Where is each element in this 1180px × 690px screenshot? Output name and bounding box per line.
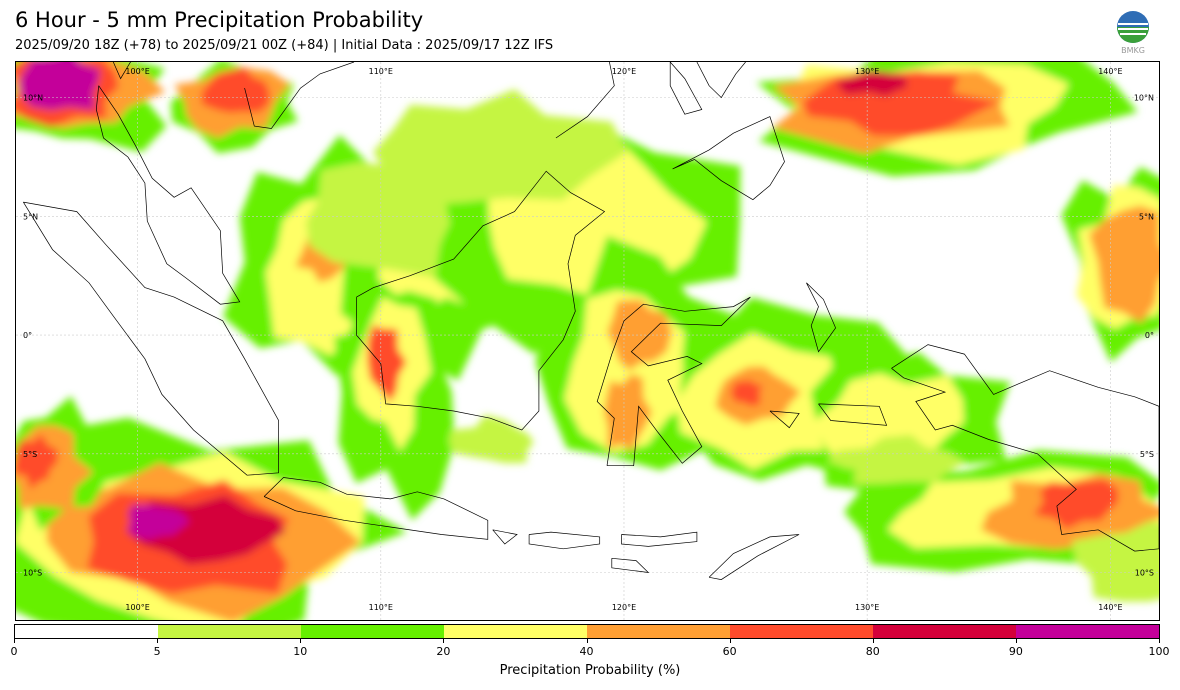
precip-area: [367, 324, 407, 403]
colorbar-tick-mark: [443, 639, 445, 643]
colorbar-segment: [873, 625, 1016, 638]
colorbar-segment: [587, 625, 730, 638]
colorbar-tick-mark: [14, 639, 15, 643]
colorbar-tick-label: 0: [10, 645, 18, 658]
coastline: [596, 296, 751, 467]
bmkg-globe-icon: BMKG: [1117, 11, 1149, 55]
coastline: [555, 62, 615, 139]
map-tick-labels: 100°E 100°E 110°E 110°E 120°E 120°E 130°E 130°E…: [23, 67, 1154, 612]
lat-tick-label: 0°: [1145, 331, 1154, 340]
lat-tick-label: 5°S: [23, 450, 37, 459]
coastline: [818, 403, 888, 426]
colorbar-segment: [444, 625, 587, 638]
coastline: [669, 62, 703, 115]
colorbar-title: Precipitation Probability (%): [499, 663, 681, 678]
colorbar-tick-label: 90: [1008, 645, 1023, 658]
precip-area: [373, 89, 627, 208]
precipitation-map: 100°E 100°E 110°E 110°E 120°E 120°E 130°E 130°E…: [15, 61, 1160, 621]
lat-tick-label: 5°N: [23, 212, 38, 221]
precip-area: [1034, 479, 1118, 530]
lon-tick-label: 100°E: [125, 603, 149, 612]
precip-area: [448, 414, 534, 464]
coastline: [95, 85, 241, 305]
chart-title: 6 Hour - 5 mm Precipitation Probability: [15, 8, 424, 32]
coastline: [112, 62, 131, 80]
coastline: [708, 534, 800, 580]
lat-tick-label: 10°N: [23, 94, 43, 103]
chart-subtitle: 2025/09/20 18Z (+78) to 2025/09/21 00Z (…: [15, 38, 554, 53]
coastlines: [23, 62, 1159, 580]
coastline: [672, 116, 785, 201]
colorbar-tick-mark: [1015, 639, 1017, 643]
precip-area: [1089, 205, 1159, 324]
coastline: [528, 531, 601, 550]
coastline: [769, 410, 800, 429]
coastline: [356, 170, 606, 431]
precip-area: [730, 379, 764, 406]
lon-tick-label: 130°E: [855, 67, 879, 76]
colorbar-segment: [1016, 625, 1159, 638]
precip-area: [201, 67, 270, 113]
coastline: [891, 344, 1159, 552]
lon-tick-label: 120°E: [612, 603, 636, 612]
colorbar-tick-label: 100: [1148, 645, 1170, 658]
lon-tick-label: 110°E: [369, 603, 393, 612]
colorbar-tick-mark: [872, 639, 874, 643]
colorbar-segment: [730, 625, 873, 638]
lat-tick-label: 10°S: [23, 569, 42, 578]
colorbar-tick-label: 80: [865, 645, 880, 658]
precip-area: [126, 504, 190, 540]
lat-tick-label: 0°: [23, 331, 32, 340]
coastline: [696, 62, 746, 99]
coastline: [806, 282, 836, 353]
colorbar-tick-mark: [300, 639, 302, 643]
precip-area: [18, 62, 101, 111]
bmkg-logo: BMKG: [1113, 10, 1153, 56]
colorbar-tick-mark: [729, 639, 731, 643]
colorbar-tick-label: 5: [153, 645, 161, 658]
lon-tick-label: 120°E: [612, 67, 636, 76]
lat-tick-label: 5°N: [1139, 212, 1154, 221]
precipitation-field: [16, 62, 1159, 620]
precip-area: [603, 373, 652, 452]
colorbar-segment: [158, 625, 301, 638]
map-canvas: 100°E 100°E 110°E 110°E 120°E 120°E 130°E 130°E…: [16, 62, 1159, 620]
colorbar-tick-mark: [157, 639, 159, 643]
colorbar-tick-mark: [1159, 639, 1160, 643]
colorbar-tick-label: 40: [579, 645, 594, 658]
precip-area: [837, 70, 908, 97]
lon-tick-label: 140°E: [1098, 603, 1122, 612]
precip-area: [607, 299, 672, 371]
coastline: [244, 62, 355, 129]
coastline: [621, 531, 698, 547]
lon-tick-label: 130°E: [855, 603, 879, 612]
colorbar-segment: [301, 625, 444, 638]
lon-tick-label: 100°E: [125, 67, 149, 76]
colorbar-tick-label: 10: [293, 645, 308, 658]
lat-tick-label: 10°N: [1134, 94, 1154, 103]
precip-area: [306, 162, 450, 278]
coastline: [611, 557, 650, 573]
lon-tick-label: 110°E: [369, 67, 393, 76]
lat-tick-label: 5°S: [1140, 450, 1154, 459]
lat-tick-label: 10°S: [1135, 569, 1154, 578]
coastline: [23, 201, 279, 476]
coastline: [263, 477, 489, 540]
lon-tick-label: 140°E: [1098, 67, 1122, 76]
colorbar-tick-mark: [586, 639, 588, 643]
colorbar-tick-label: 20: [436, 645, 451, 658]
colorbar-tick-label: 60: [722, 645, 737, 658]
colorbar: [14, 624, 1160, 639]
map-gridlines: [16, 62, 1159, 620]
coastline: [492, 529, 518, 545]
precip-area: [827, 434, 966, 485]
svg-text:BMKG: BMKG: [1121, 46, 1145, 55]
precip-area: [16, 434, 58, 490]
colorbar-segment: [15, 625, 158, 638]
precip-area: [1071, 520, 1159, 602]
